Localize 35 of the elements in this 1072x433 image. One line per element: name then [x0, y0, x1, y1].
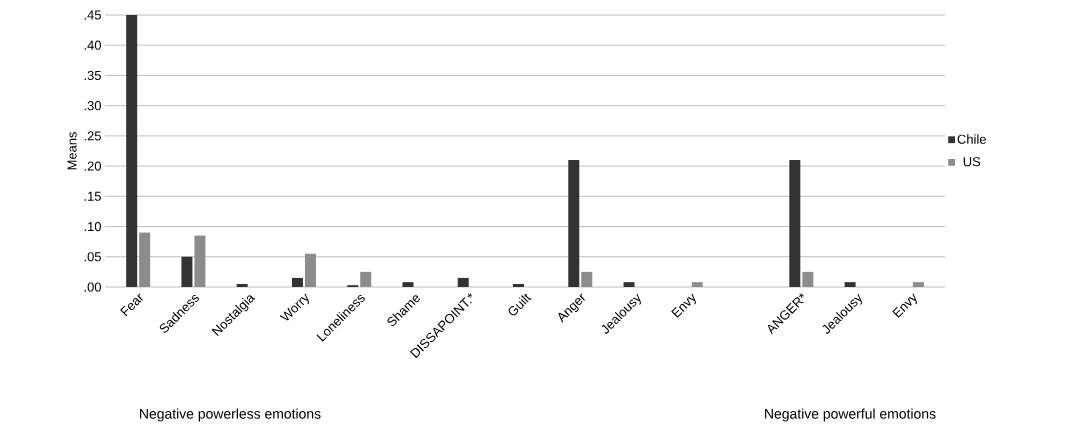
- bar: [789, 160, 801, 287]
- bar: [194, 235, 206, 287]
- text: Negative powerless emotions: [140, 408, 321, 422]
- y-tick-label: .40: [84, 40, 101, 50]
- bar: [513, 283, 525, 287]
- bar: [304, 253, 316, 287]
- bar: [581, 271, 593, 287]
- bar: [457, 277, 469, 287]
- x-tick-label: Guilt: [508, 293, 532, 316]
- bar: [126, 14, 138, 287]
- y-tick-label: .35: [84, 70, 101, 81]
- bar: [691, 282, 703, 287]
- bar: [139, 232, 151, 287]
- y-tick-label: .00: [84, 282, 101, 292]
- bar: [844, 282, 856, 287]
- bar: [181, 256, 193, 287]
- y-tick-label: .45: [84, 10, 101, 20]
- bar: [291, 277, 303, 287]
- y-tick-label: .15: [84, 191, 101, 201]
- y-tick-label: .20: [84, 161, 101, 171]
- y-tick-label: .25: [84, 131, 101, 141]
- bar: [802, 271, 814, 287]
- y-axis-title: Means: [67, 132, 77, 170]
- bar: [360, 271, 372, 287]
- bar: [236, 283, 248, 287]
- y-tick-label: .10: [84, 221, 101, 232]
- bar: [912, 282, 924, 287]
- legend-label: Chile: [957, 134, 986, 144]
- y-tick-label: .05: [84, 252, 101, 262]
- text: Negative powerful emotions: [765, 408, 936, 422]
- bar: [402, 282, 414, 287]
- legend-label: US: [963, 157, 981, 167]
- bar: [623, 282, 635, 287]
- y-tick-label: .30: [84, 101, 101, 111]
- bar: [568, 160, 580, 287]
